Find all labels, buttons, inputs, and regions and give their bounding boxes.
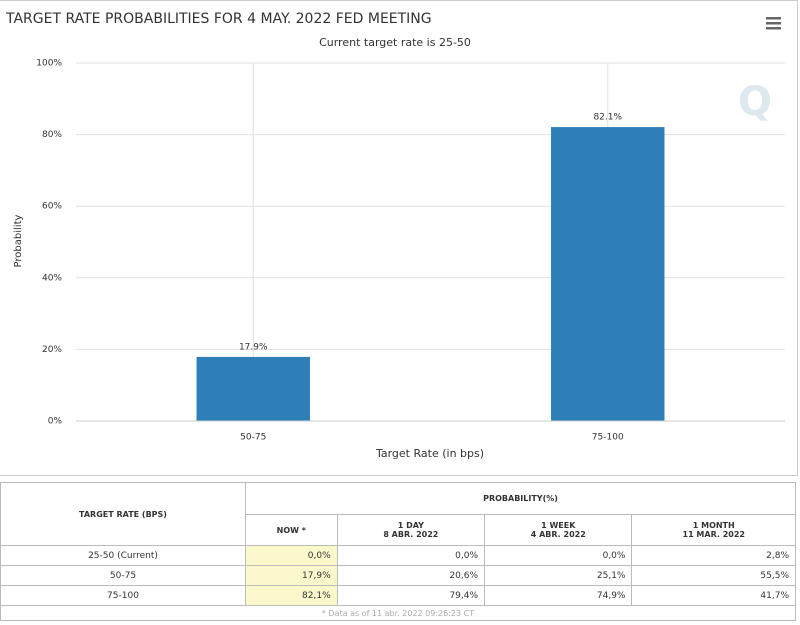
column-title: NOW * [276, 525, 306, 535]
column-header: 1 WEEK 4 ABR. 2022 [484, 514, 633, 546]
column-date: 11 MAR. 2022 [682, 530, 745, 539]
table-cell: 74,9% [484, 585, 633, 606]
chart: TARGET RATE PROBABILITIES FOR 4 MAY. 202… [5, 11, 785, 460]
chart-title: TARGET RATE PROBABILITIES FOR 4 MAY. 202… [5, 11, 432, 27]
table-cell: 0,0% [245, 545, 338, 566]
column-header: NOW * [245, 514, 338, 546]
bar [196, 356, 310, 421]
column-title: 1 MONTH [692, 521, 735, 530]
table-row: 50-75 17,9% 20,6% 25,1% 55,5% [0, 565, 796, 586]
table-row: 75-100 82,1% 79,4% 74,9% 41,7% [0, 585, 796, 606]
bar [551, 127, 665, 421]
table-cell: 41,7% [631, 585, 796, 606]
column-title: 1 DAY [397, 521, 424, 530]
row-label: 25-50 (Current) [0, 545, 246, 566]
y-tick-label: 20% [42, 345, 62, 355]
y-tick-label: 0% [48, 417, 63, 427]
chart-container: TARGET RATE PROBABILITIES FOR 4 MAY. 202… [0, 0, 798, 476]
column-title: 1 WEEK [541, 521, 576, 530]
column-header: 1 DAY 8 ABR. 2022 [336, 514, 486, 546]
y-tick-label: 40% [42, 273, 62, 283]
column-header: 1 MONTH 11 MAR. 2022 [631, 514, 796, 546]
y-tick-label: 80% [42, 130, 62, 140]
y-axis-label: Probability [13, 214, 24, 267]
table-cell: 2,8% [631, 545, 796, 566]
group-header: PROBABILITY(%) [245, 482, 796, 515]
menu-icon[interactable] [766, 17, 781, 30]
x-axis-label: Target Rate (in bps) [375, 447, 484, 460]
x-tick-label: 50-75 [240, 433, 266, 443]
table-cell: 79,4% [336, 585, 486, 606]
table-cell: 25,1% [484, 565, 633, 586]
column-date: 4 ABR. 2022 [530, 530, 586, 539]
table-cell: 17,9% [245, 565, 338, 586]
probability-table: TARGET RATE (BPS) PROBABILITY(%) NOW * 1 … [0, 482, 796, 621]
table-row: 25-50 (Current) 0,0% 0,0% 0,0% 2,8% [0, 545, 796, 566]
table-cell: 0,0% [484, 545, 633, 566]
chart-subtitle: Current target rate is 25-50 [319, 36, 471, 49]
row-label: 50-75 [0, 565, 246, 586]
x-tick-label: 75-100 [592, 433, 624, 443]
y-tick-label: 60% [42, 202, 62, 212]
table-cell: 55,5% [631, 565, 796, 586]
table-cell: 82,1% [245, 585, 338, 606]
table-cell: 0,0% [336, 545, 486, 566]
y-tick-label: 100% [36, 59, 62, 69]
column-date: 8 ABR. 2022 [383, 530, 439, 539]
table-cell: 20,6% [336, 565, 486, 586]
footnote: * Data as of 11 abr. 2022 09:26:23 CT [0, 605, 796, 621]
row-header: TARGET RATE (BPS) [0, 482, 246, 546]
value-label: 17.9% [239, 342, 268, 352]
logo-watermark: Q [738, 79, 772, 125]
value-label: 82.1% [593, 113, 622, 123]
row-label: 75-100 [0, 585, 246, 606]
